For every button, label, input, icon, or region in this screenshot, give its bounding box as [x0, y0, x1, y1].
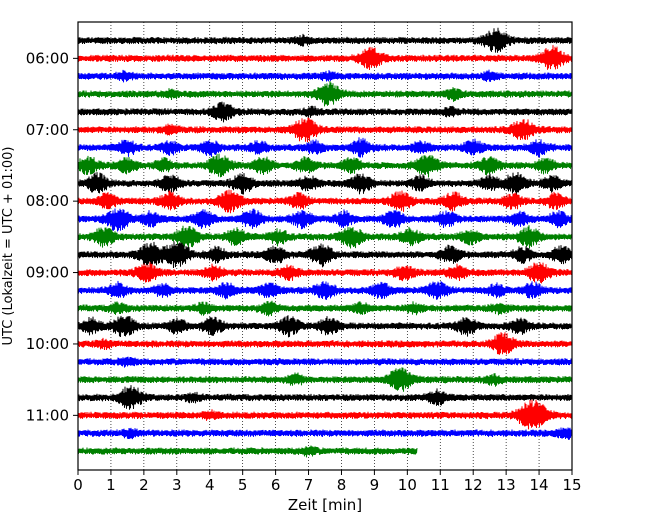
- trace-line: [78, 27, 572, 53]
- plot-frame: [77, 21, 573, 471]
- x-axis-label: Zeit [min]: [288, 496, 362, 514]
- x-tick-label: 0: [73, 476, 83, 494]
- trace-line: [78, 280, 572, 300]
- trace-line: [78, 445, 418, 458]
- y-tick-label: 06:00: [26, 49, 69, 67]
- x-tick-label: 14: [530, 476, 549, 494]
- x-tick-label: 7: [304, 476, 314, 494]
- trace-line: [78, 171, 572, 196]
- x-tick-label: 12: [464, 476, 483, 494]
- trace-line: [78, 69, 572, 83]
- trace-line: [78, 367, 572, 392]
- trace-line: [78, 300, 572, 317]
- y-tick-label: 11:00: [26, 406, 69, 424]
- trace-line: [78, 241, 572, 269]
- trace-layer: [78, 27, 572, 458]
- x-tick-label: 6: [271, 476, 281, 494]
- trace-line: [78, 45, 572, 71]
- x-tick-label: 11: [431, 476, 450, 494]
- trace-line: [78, 80, 572, 107]
- x-tick-label: 8: [337, 476, 347, 494]
- x-tick-label: 10: [398, 476, 417, 494]
- x-tick-label: 2: [139, 476, 149, 494]
- y-tick-label: 07:00: [26, 121, 69, 139]
- x-tick-label: 1: [106, 476, 116, 494]
- x-tick-label: 9: [370, 476, 380, 494]
- x-axis: 0 1 2 3 4 5 6 7 8 9 10 11 12 13 14 15: [73, 470, 582, 494]
- y-axis-label: UTC (Lokalzeit = UTC + 01:00): [1, 147, 16, 346]
- y-axis: 06:00 07:00 08:00 09:00 10:00 11:00: [26, 49, 78, 424]
- trace-line: [78, 225, 572, 249]
- trace-line: [78, 208, 572, 232]
- x-tick-label: 13: [497, 476, 516, 494]
- x-tick-label: 5: [238, 476, 248, 494]
- y-tick-label: 08:00: [26, 192, 69, 210]
- trace-line: [78, 101, 572, 123]
- trace-line: [78, 117, 572, 143]
- trace-line: [78, 385, 572, 410]
- x-tick-label: 15: [562, 476, 581, 494]
- trace-line: [78, 427, 572, 440]
- y-tick-label: 10:00: [26, 335, 69, 353]
- trace-line: [78, 189, 572, 214]
- trace-line: [78, 356, 572, 368]
- trace-line: [78, 153, 572, 178]
- trace-line: [78, 332, 572, 355]
- trace-line: [78, 315, 572, 338]
- y-tick-label: 09:00: [26, 264, 69, 282]
- x-tick-label: 3: [172, 476, 182, 494]
- trace-line: [78, 137, 572, 158]
- trace-line: [78, 399, 572, 430]
- trace-line: [78, 261, 572, 284]
- x-tick-label: 4: [205, 476, 215, 494]
